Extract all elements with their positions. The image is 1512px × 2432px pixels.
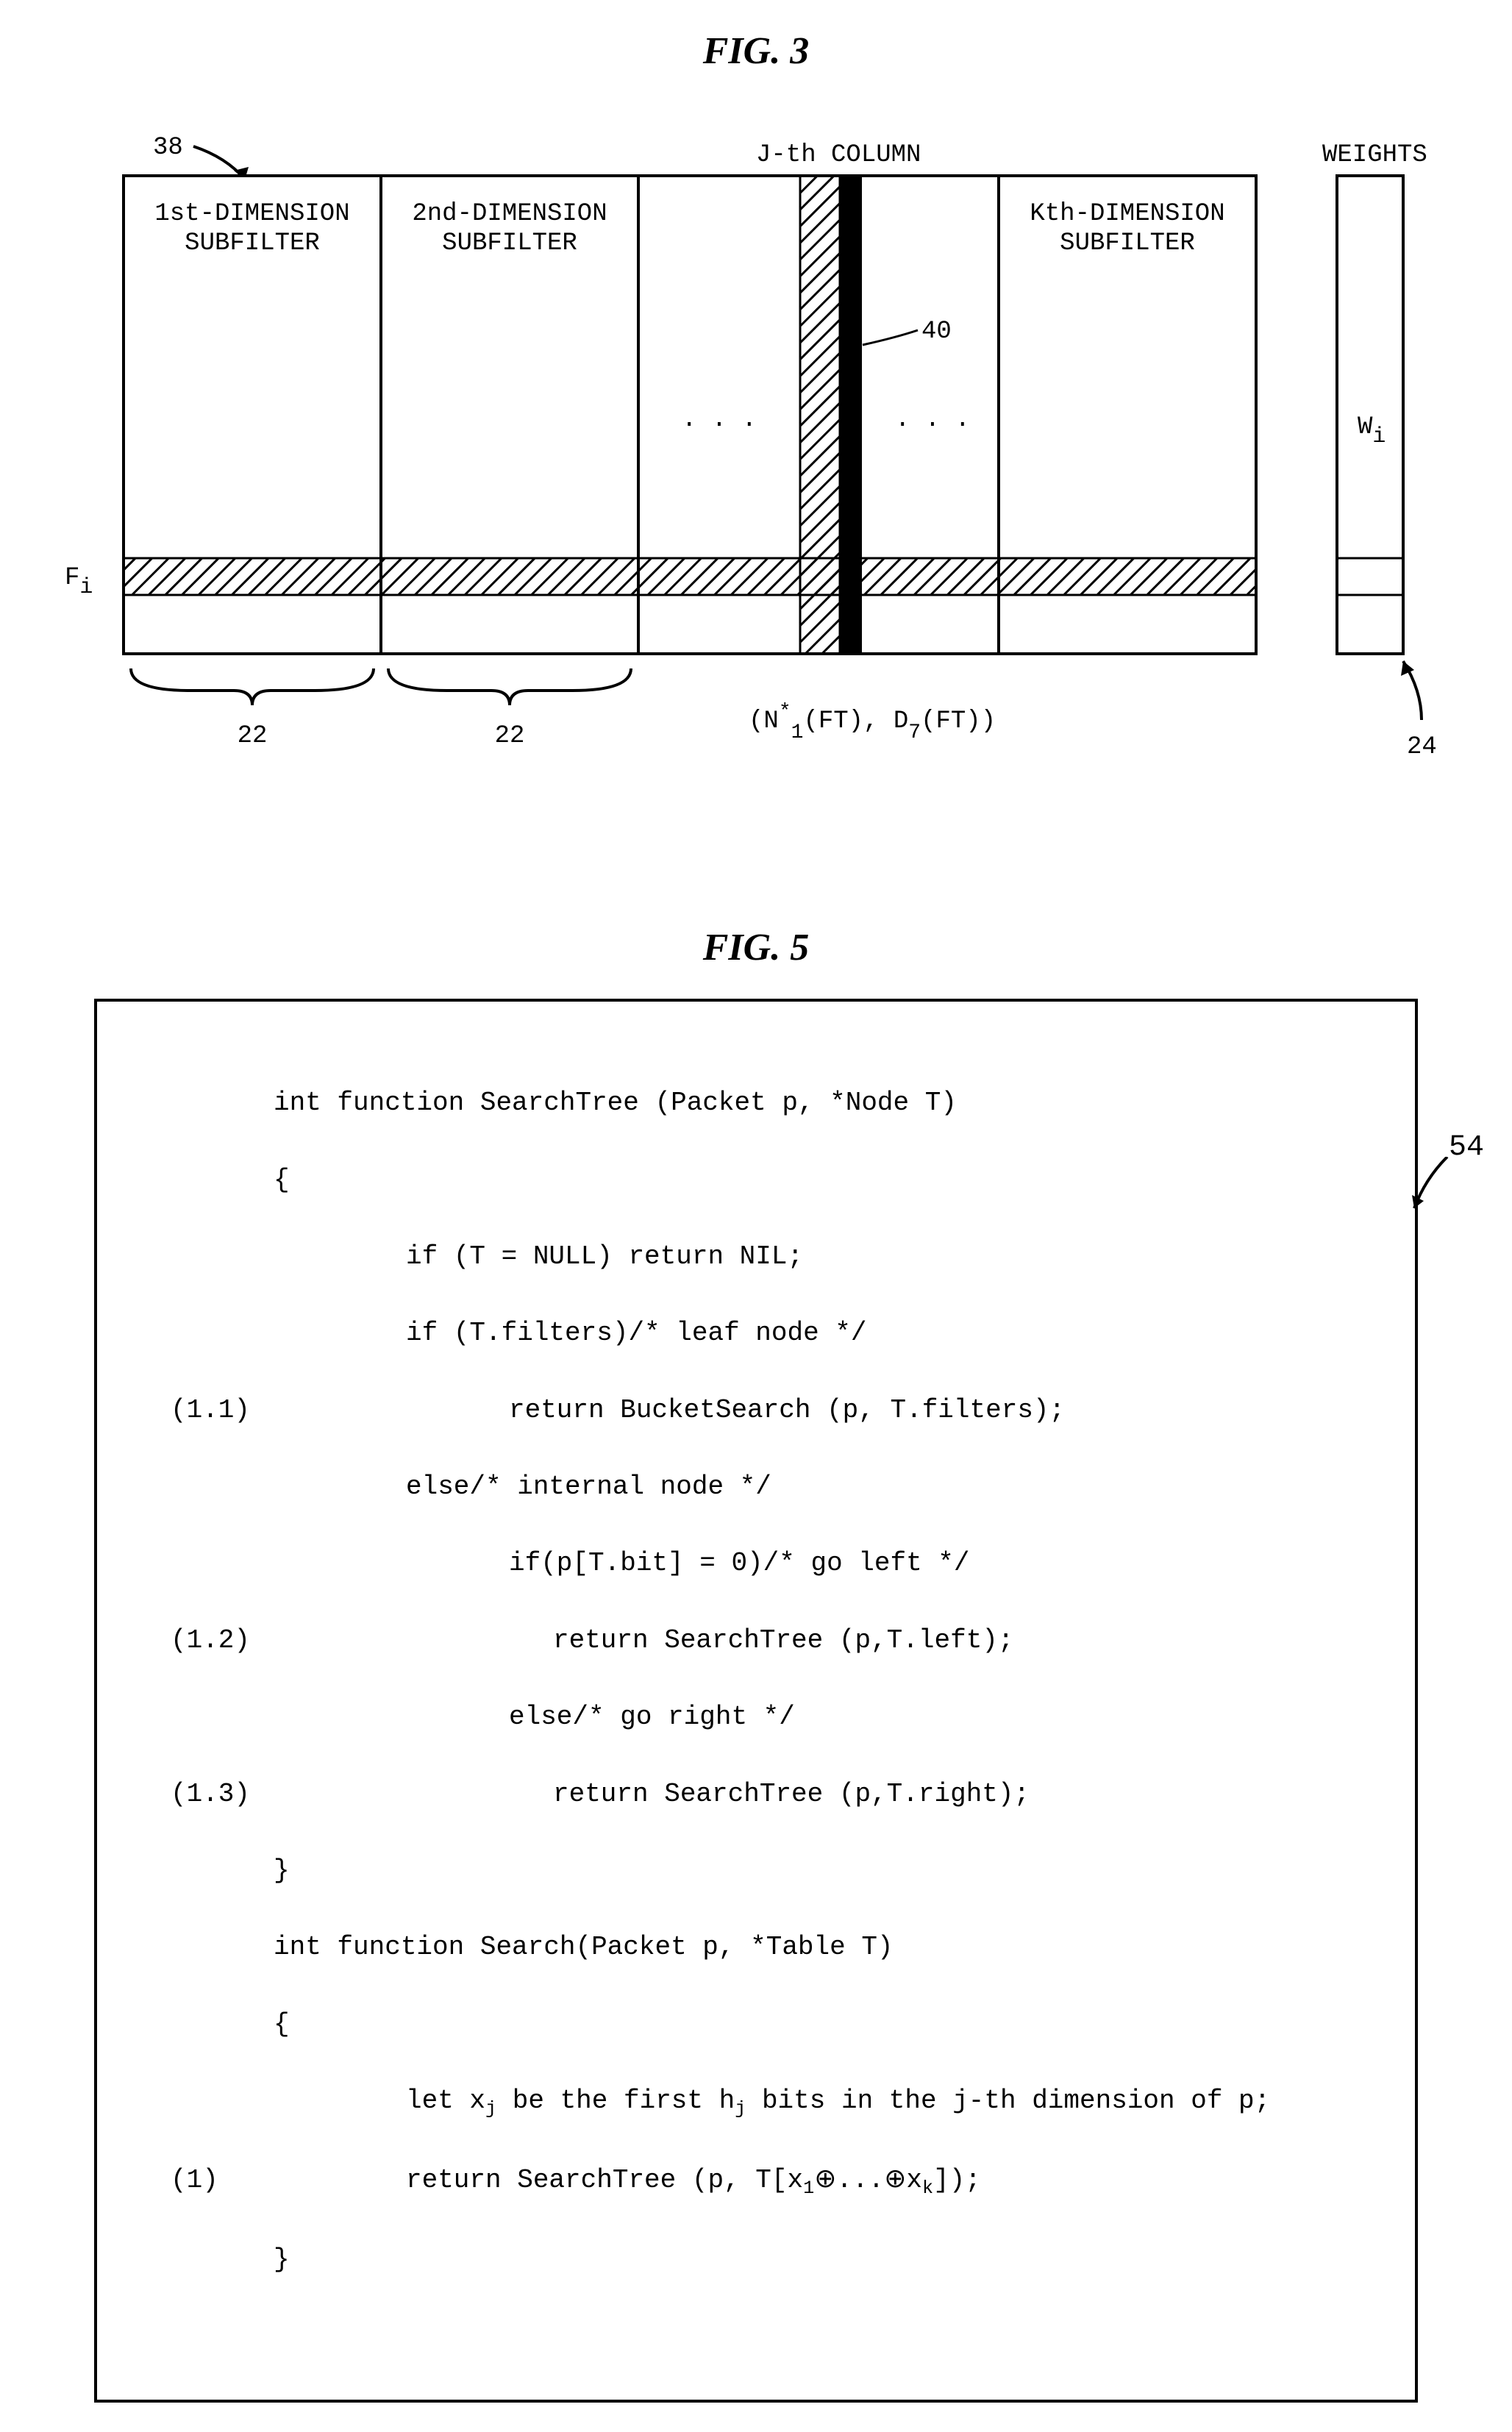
code-line: (1.1)return BucketSearch (p, T.filters); — [171, 1391, 1356, 1430]
fig5-code-box: int function SearchTree (Packet p, *Node… — [94, 999, 1418, 2403]
code-line: int function Search(Packet p, *Table T) — [171, 1928, 1356, 1966]
dots-right: . . . — [895, 406, 970, 434]
subk-label: SUBFILTER — [1060, 229, 1195, 257]
code-line: let xj be the first hj bits in the j-th … — [171, 2082, 1356, 2123]
code-line: if (T.filters)/* leaf node */ — [171, 1314, 1356, 1352]
code-line: (1.2)return SearchTree (p,T.left); — [171, 1622, 1356, 1660]
fig5-container: 54 int function SearchTree (Packet p, *N… — [94, 999, 1418, 2403]
fig3-svg: 38 J-th COLUMN WEIGHTS 1st-DIMENSION SUB… — [57, 102, 1455, 779]
code-line: } — [171, 1852, 1356, 1890]
ref-54-arrow — [1411, 1157, 1462, 1223]
fig3-title: FIG. 3 — [29, 29, 1483, 73]
dim2-label: 2nd-DIMENSION — [412, 200, 607, 228]
code-line: } — [171, 2241, 1356, 2279]
fi-label: Fi — [65, 564, 93, 600]
code-line: (1)return SearchTree (p, T[x1⊕...⊕xk]); — [171, 2161, 1356, 2203]
dots-left: . . . — [682, 406, 757, 434]
fig3-diagram: 38 J-th COLUMN WEIGHTS 1st-DIMENSION SUB… — [57, 102, 1455, 779]
ref-38-label: 38 — [153, 134, 183, 162]
brace-2 — [388, 668, 631, 705]
code-line: int function SearchTree (Packet p, *Node… — [171, 1084, 1356, 1122]
dimk-label: Kth-DIMENSION — [1030, 200, 1224, 228]
brace-22b: 22 — [495, 722, 525, 750]
brace-22a: 22 — [238, 722, 268, 750]
code-line: else/* go right */ — [171, 1698, 1356, 1736]
code-line: else/* internal node */ — [171, 1468, 1356, 1506]
notation: (N*1(FT), D7(FT)) — [749, 701, 996, 744]
code-line: if(p[T.bit] = 0)/* go left */ — [171, 1544, 1356, 1583]
sub2-label: SUBFILTER — [442, 229, 577, 257]
jth-column-label: J-th COLUMN — [756, 141, 921, 169]
ref-54: 54 — [1449, 1131, 1484, 1164]
ref-24-arrowhead — [1401, 661, 1414, 676]
code-line: { — [171, 2005, 1356, 2044]
brace-1 — [131, 668, 374, 705]
sub1-label: SUBFILTER — [185, 229, 320, 257]
fig5-title: FIG. 5 — [29, 926, 1483, 969]
weights-label: WEIGHTS — [1322, 141, 1427, 169]
code-line: if (T = NULL) return NIL; — [171, 1238, 1356, 1276]
hatched-row — [124, 558, 1256, 595]
dim1-label: 1st-DIMENSION — [154, 200, 349, 228]
ref-40-label: 40 — [921, 318, 952, 346]
code-line: { — [171, 1161, 1356, 1199]
code-line: (1.3)return SearchTree (p,T.right); — [171, 1775, 1356, 1814]
ref-24-label: 24 — [1407, 733, 1437, 761]
